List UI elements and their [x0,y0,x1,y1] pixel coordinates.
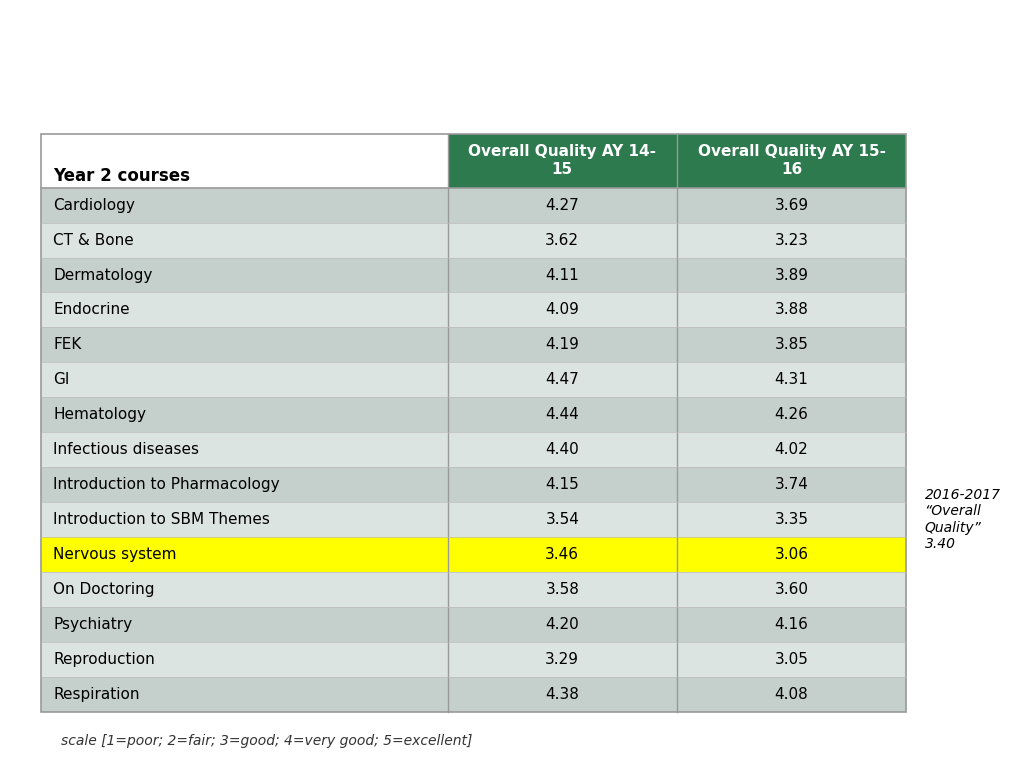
Text: 3.60: 3.60 [774,582,809,597]
Text: CT & Bone: CT & Bone [53,233,134,247]
Text: 4.02: 4.02 [775,442,809,457]
Text: 4.31: 4.31 [774,372,809,387]
Bar [41,187,906,223]
Text: 4.20: 4.20 [546,617,580,632]
Text: Hematology: Hematology [53,407,146,422]
Text: scale [1=poor; 2=fair; 3=good; 4=very good; 5=excellent]: scale [1=poor; 2=fair; 3=good; 4=very go… [61,734,473,748]
Bar [447,134,677,187]
Text: Measures of Quality – Course Evaluation: Measures of Quality – Course Evaluation [0,31,1024,76]
Text: 3.89: 3.89 [774,267,809,283]
Text: Infectious diseases: Infectious diseases [53,442,200,457]
Text: GI: GI [53,372,70,387]
Text: 4.16: 4.16 [774,617,809,632]
Bar [41,257,906,293]
Text: 4.26: 4.26 [774,407,809,422]
Text: 4.47: 4.47 [546,372,580,387]
Bar [41,362,906,397]
Text: Overall Quality AY 15-
16: Overall Quality AY 15- 16 [697,144,886,177]
Bar [41,432,906,467]
Bar [41,397,906,432]
Text: 3.05: 3.05 [774,652,809,667]
Bar [41,607,906,642]
Text: Respiration: Respiration [53,687,139,702]
Bar [41,502,906,537]
Text: 3.23: 3.23 [774,233,809,247]
Text: On Doctoring: On Doctoring [53,582,155,597]
Text: 3.46: 3.46 [546,547,580,562]
Text: Cardiology: Cardiology [53,197,135,213]
Text: Year 2 courses: Year 2 courses [53,167,190,185]
Text: 4.27: 4.27 [546,197,580,213]
Bar [41,134,447,187]
Bar [41,537,906,572]
Text: Nervous system: Nervous system [53,547,177,562]
Bar [41,642,906,677]
Text: 4.09: 4.09 [546,303,580,317]
Text: 4.08: 4.08 [775,687,809,702]
Bar [41,134,906,711]
Text: 3.62: 3.62 [546,233,580,247]
Text: 4.44: 4.44 [546,407,580,422]
Text: Reproduction: Reproduction [53,652,155,667]
Text: 4.15: 4.15 [546,477,580,492]
Text: 3.29: 3.29 [546,652,580,667]
Text: 3.35: 3.35 [774,512,809,527]
Text: 3.69: 3.69 [774,197,809,213]
Text: Overall Quality AY 14-
15: Overall Quality AY 14- 15 [468,144,656,177]
Text: 3.54: 3.54 [546,512,580,527]
Text: Psychiatry: Psychiatry [53,617,132,632]
Text: 3.85: 3.85 [774,337,809,353]
Text: Introduction to SBM Themes: Introduction to SBM Themes [53,512,270,527]
Bar [41,293,906,327]
Bar [41,467,906,502]
Text: 4.11: 4.11 [546,267,580,283]
Text: FEK: FEK [53,337,82,353]
Text: Dermatology: Dermatology [53,267,153,283]
Text: Introduction to Pharmacology: Introduction to Pharmacology [53,477,280,492]
Text: 3.58: 3.58 [546,582,580,597]
Text: 4.40: 4.40 [546,442,580,457]
Bar [41,572,906,607]
Text: 4.19: 4.19 [546,337,580,353]
Text: 3.88: 3.88 [774,303,809,317]
Text: Endocrine: Endocrine [53,303,130,317]
Bar [41,223,906,257]
Text: 2016-2017
“Overall
Quality”
3.40: 2016-2017 “Overall Quality” 3.40 [925,488,1000,551]
Bar [41,677,906,711]
Bar [41,327,906,362]
Text: 4.38: 4.38 [546,687,580,702]
Text: 3.74: 3.74 [774,477,809,492]
Text: 3.06: 3.06 [774,547,809,562]
Bar [677,134,906,187]
